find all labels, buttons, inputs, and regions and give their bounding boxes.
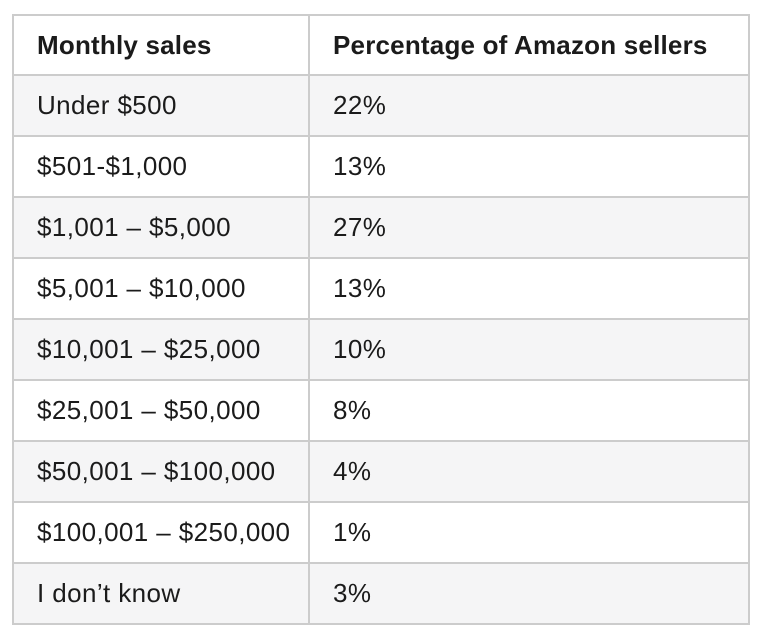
table-row: $501-$1,000 13%	[12, 135, 750, 198]
monthly-sales-cell: $25,001 – $50,000	[12, 379, 310, 442]
percentage-cell: 13%	[308, 135, 750, 198]
monthly-sales-cell: Under $500	[12, 74, 310, 137]
table-row: $100,001 – $250,000 1%	[12, 501, 750, 564]
monthly-sales-cell: $50,001 – $100,000	[12, 440, 310, 503]
column-header-percentage-of-amazon-sellers: Percentage of Amazon sellers	[308, 14, 750, 76]
percentage-cell: 8%	[308, 379, 750, 442]
percentage-cell: 27%	[308, 196, 750, 259]
table-body: Under $500 22% $501-$1,000 13% $1,001 – $5,0…	[12, 74, 750, 625]
column-header-monthly-sales: Monthly sales	[12, 14, 310, 76]
table-row: Under $500 22%	[12, 74, 750, 137]
monthly-sales-cell: $5,001 – $10,000	[12, 257, 310, 320]
header-row: Monthly sales Percentage of Amazon selle…	[12, 14, 750, 76]
table-row: $5,001 – $10,000 13%	[12, 257, 750, 320]
monthly-sales-cell: $10,001 – $25,000	[12, 318, 310, 381]
percentage-cell: 4%	[308, 440, 750, 503]
percentage-cell: 1%	[308, 501, 750, 564]
table-row: $50,001 – $100,000 4%	[12, 440, 750, 503]
table-row: $10,001 – $25,000 10%	[12, 318, 750, 381]
percentage-cell: 22%	[308, 74, 750, 137]
monthly-sales-cell: $1,001 – $5,000	[12, 196, 310, 259]
monthly-sales-cell: $100,001 – $250,000	[12, 501, 310, 564]
table-row: $1,001 – $5,000 27%	[12, 196, 750, 259]
table-row: I don’t know 3%	[12, 562, 750, 625]
table-header: Monthly sales Percentage of Amazon selle…	[12, 14, 750, 76]
percentage-cell: 10%	[308, 318, 750, 381]
monthly-sales-cell: I don’t know	[12, 562, 310, 625]
monthly-sales-cell: $501-$1,000	[12, 135, 310, 198]
percentage-cell: 13%	[308, 257, 750, 320]
table-row: $25,001 – $50,000 8%	[12, 379, 750, 442]
percentage-cell: 3%	[308, 562, 750, 625]
monthly-sales-table: Monthly sales Percentage of Amazon selle…	[12, 14, 750, 625]
